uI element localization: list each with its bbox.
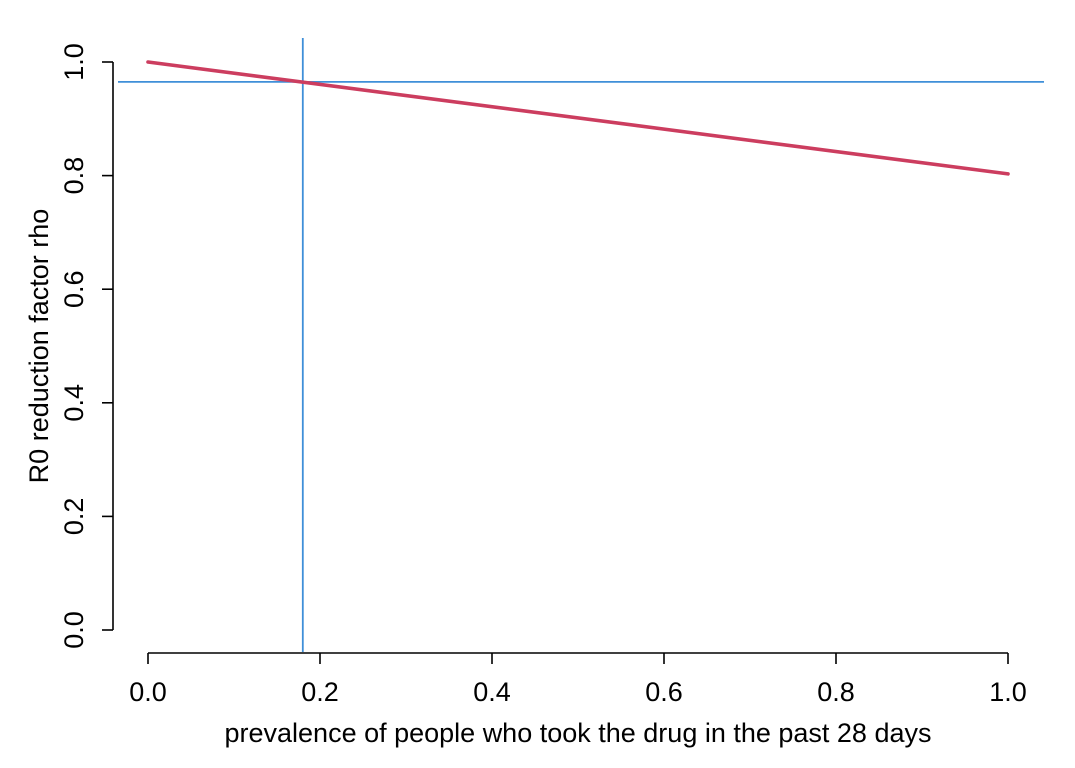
x-axis: 0.0 0.2 0.4 0.6 0.8 1.0: [129, 652, 1027, 707]
x-tick-label: 0.8: [817, 677, 855, 707]
reference-lines: [118, 38, 1044, 652]
y-tick-label: 1.0: [59, 43, 89, 81]
y-axis-title: R0 reduction factor rho: [24, 209, 54, 484]
y-axis: 0.0 0.2 0.4 0.6 0.8 1.0: [59, 43, 114, 649]
x-tick-label: 0.4: [473, 677, 511, 707]
y-tick-label: 0.6: [59, 270, 89, 308]
series-layer: [146, 60, 1010, 176]
y-tick-label: 0.2: [59, 498, 89, 536]
y-tick-label: 0.4: [59, 384, 89, 422]
x-tick-label: 0.6: [645, 677, 683, 707]
y-tick-label: 0.8: [59, 157, 89, 195]
series-line-0: [146, 60, 1010, 176]
x-tick-label: 1.0: [989, 677, 1027, 707]
x-tick-label: 0.2: [301, 677, 339, 707]
x-tick-label: 0.0: [129, 677, 167, 707]
y-tick-label: 0.0: [59, 611, 89, 649]
x-axis-title: prevalence of people who took the drug i…: [225, 718, 932, 748]
